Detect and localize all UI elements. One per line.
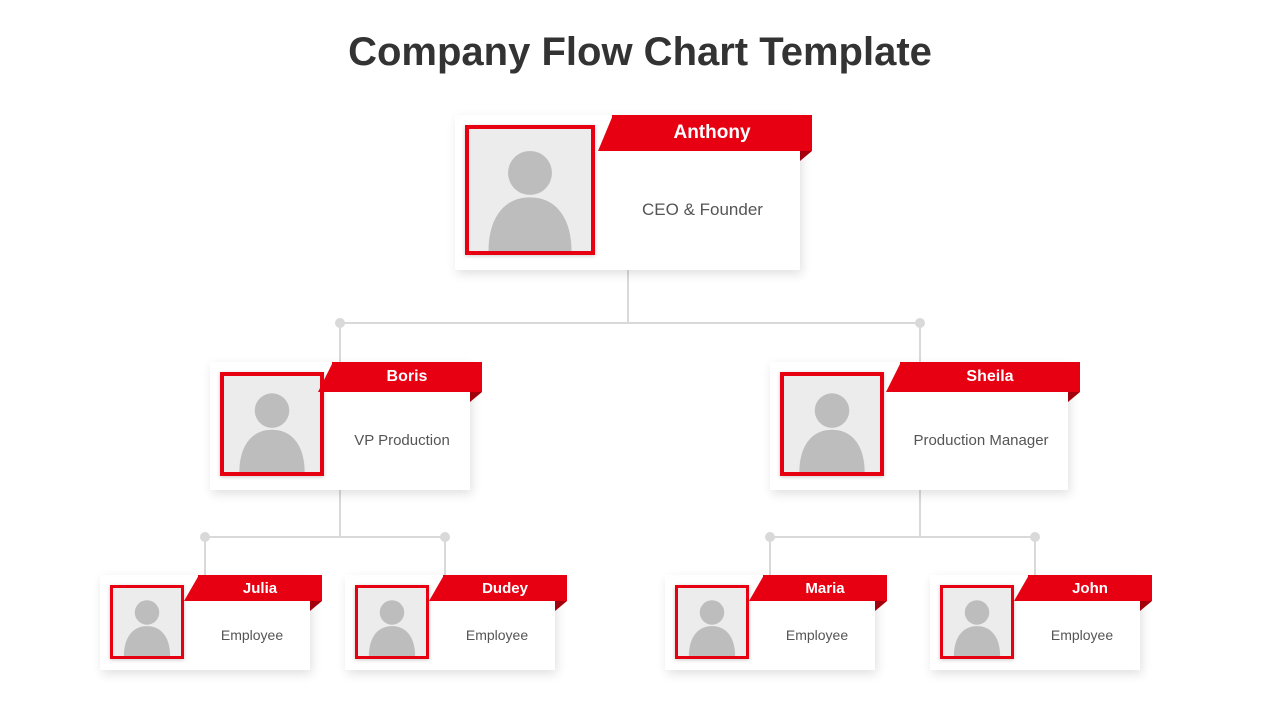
name-ribbon: Anthony (612, 115, 812, 151)
role-label: CEO & Founder (605, 151, 800, 270)
card-body: DudeyEmployee (439, 575, 555, 670)
name-ribbon: Julia (198, 575, 322, 601)
person-card-e3: MariaEmployee (665, 575, 875, 670)
connector (339, 490, 341, 536)
card-body: MariaEmployee (759, 575, 875, 670)
role-label: Employee (1024, 601, 1140, 670)
connector (919, 490, 921, 536)
connector (919, 322, 921, 362)
connector (340, 322, 920, 324)
name-ribbon: Boris (332, 362, 482, 392)
card-body: JuliaEmployee (194, 575, 310, 670)
avatar (355, 585, 429, 659)
name-ribbon: John (1028, 575, 1152, 601)
connector (627, 270, 629, 322)
avatar (675, 585, 749, 659)
avatar (110, 585, 184, 659)
name-ribbon: Sheila (900, 362, 1080, 392)
role-label: Employee (439, 601, 555, 670)
person-card-e1: JuliaEmployee (100, 575, 310, 670)
person-card-e2: DudeyEmployee (345, 575, 555, 670)
role-label: Production Manager (894, 392, 1068, 490)
name-ribbon: Dudey (443, 575, 567, 601)
avatar (220, 372, 324, 476)
role-label: Employee (759, 601, 875, 670)
person-card-vp: BorisVP Production (210, 362, 470, 490)
name-ribbon: Maria (763, 575, 887, 601)
person-card-e4: JohnEmployee (930, 575, 1140, 670)
card-body: AnthonyCEO & Founder (605, 115, 800, 270)
card-body: BorisVP Production (334, 362, 470, 490)
avatar (940, 585, 1014, 659)
card-body: SheilaProduction Manager (894, 362, 1068, 490)
person-card-ceo: AnthonyCEO & Founder (455, 115, 800, 270)
person-card-pm: SheilaProduction Manager (770, 362, 1068, 490)
connector (205, 536, 445, 538)
connector (1034, 536, 1036, 575)
role-label: Employee (194, 601, 310, 670)
card-body: JohnEmployee (1024, 575, 1140, 670)
connector (769, 536, 771, 575)
connector (770, 536, 1035, 538)
connector (339, 322, 341, 362)
connector (444, 536, 446, 575)
avatar (780, 372, 884, 476)
page-title: Company Flow Chart Template (290, 30, 990, 75)
connector (204, 536, 206, 575)
avatar (465, 125, 595, 255)
role-label: VP Production (334, 392, 470, 490)
org-chart: Company Flow Chart Template AnthonyCEO &… (0, 0, 1280, 720)
